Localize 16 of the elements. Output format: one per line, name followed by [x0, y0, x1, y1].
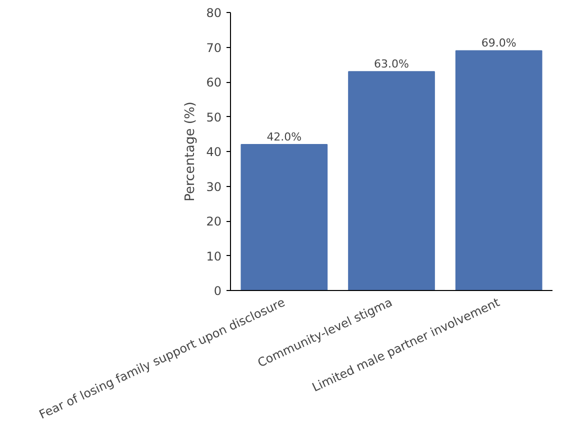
data-label: 69.0% [481, 36, 516, 50]
y-tick-label: 70 [206, 40, 222, 55]
y-tick-label: 0 [214, 284, 222, 298]
y-tick-label: 40 [206, 145, 222, 159]
data-label: 42.0% [266, 130, 302, 144]
bar [348, 71, 435, 290]
y-tick-label: 10 [206, 249, 222, 264]
bar [240, 144, 328, 290]
y-tick-label: 50 [206, 110, 222, 124]
y-tick-label: 30 [206, 180, 222, 194]
y-tick-label: 60 [206, 76, 222, 90]
y-axis-title: Percentage (%) [183, 102, 198, 202]
data-label: 63.0% [374, 58, 409, 71]
y-tick-label: 80 [206, 6, 222, 20]
bar [455, 50, 542, 290]
y-tick-label: 20 [206, 214, 222, 228]
